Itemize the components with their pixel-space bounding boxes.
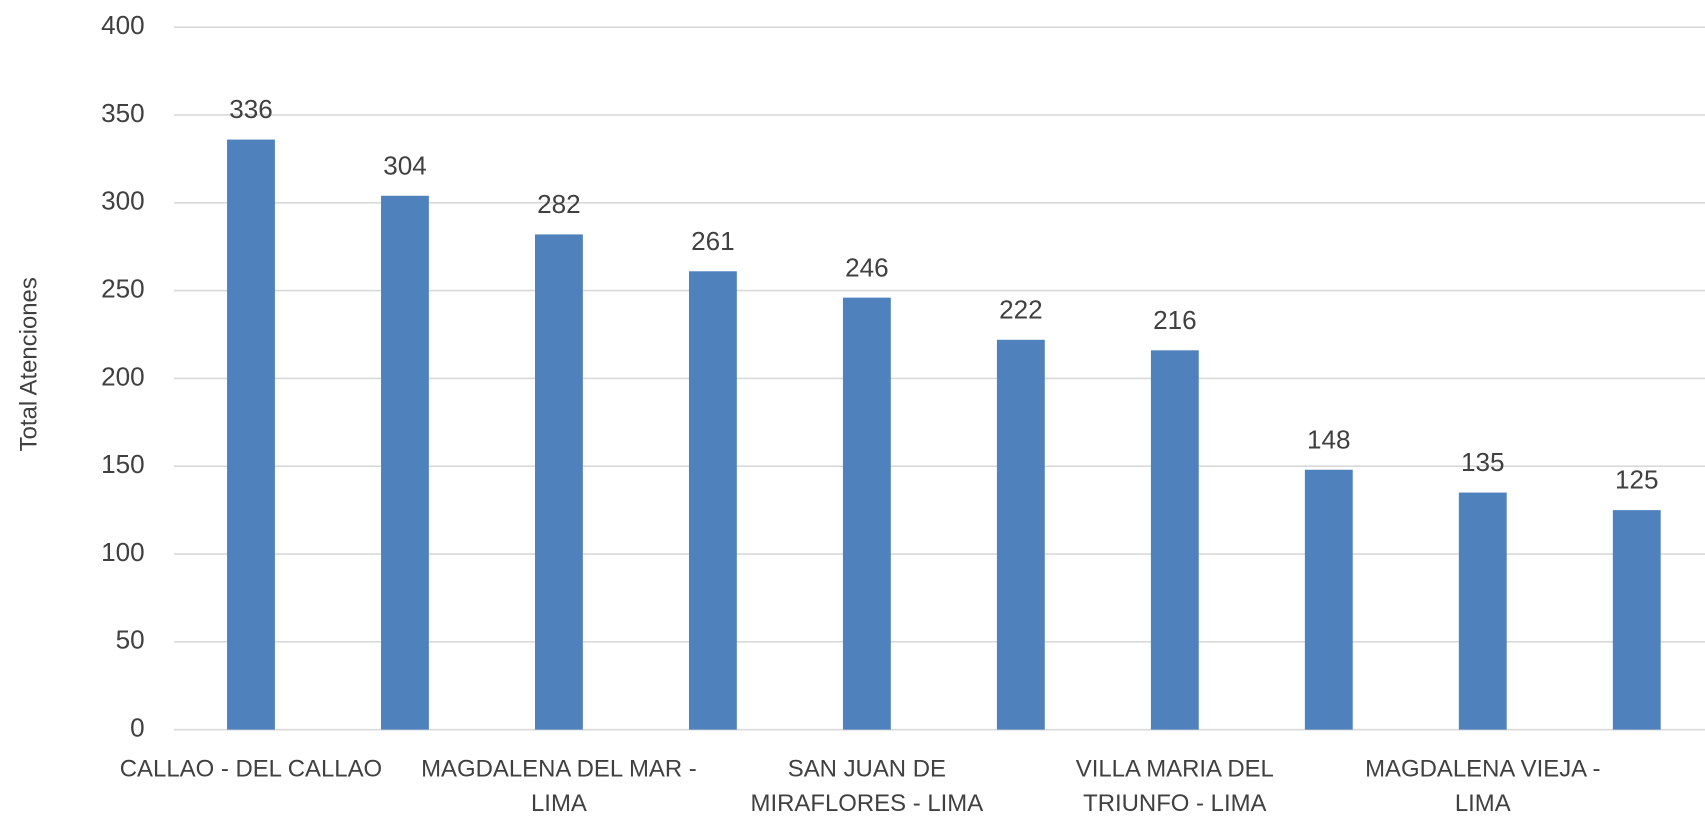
data-label: 336: [229, 94, 273, 124]
bar: [1304, 469, 1353, 730]
data-label: 304: [383, 150, 427, 180]
x-tick-label: MAGDALENA DEL MAR - LIMA: [421, 754, 697, 817]
y-axis-title: Total Atenciones: [16, 277, 43, 451]
bar: [227, 139, 275, 730]
data-label: 222: [999, 294, 1043, 324]
data-label: 125: [1615, 465, 1659, 495]
data-label: 148: [1307, 424, 1351, 454]
y-tick-label: 0: [130, 713, 145, 743]
bar: [688, 271, 737, 730]
y-tick-label: 150: [101, 449, 145, 479]
y-tick-label: 100: [101, 537, 145, 567]
x-tick-label: SAN JUAN DE MIRAFLORES - LIMA: [750, 754, 984, 817]
y-tick-label: 250: [101, 273, 145, 303]
x-tick-label: VILLA MARIA DEL TRIUNFO - LIMA: [1075, 754, 1274, 817]
data-label: 246: [845, 252, 889, 282]
data-label: 282: [537, 189, 581, 219]
x-tick-label: MAGDALENA VIEJA - LIMA: [1365, 754, 1601, 817]
bar: [535, 234, 583, 730]
data-label: 261: [691, 226, 735, 256]
y-tick-label: 50: [116, 625, 145, 655]
bar: [842, 297, 891, 730]
y-tick-label: 400: [101, 10, 145, 40]
data-label: 216: [1153, 305, 1197, 335]
bar: [996, 339, 1045, 730]
bar: [1612, 510, 1661, 730]
bar: [1458, 492, 1507, 730]
y-tick-label: 350: [101, 98, 145, 128]
y-tick-label: 300: [101, 186, 145, 216]
data-label: 135: [1461, 447, 1505, 477]
y-tick-label: 200: [101, 361, 145, 391]
x-tick-label: CALLAO - DEL CALLAO: [119, 754, 383, 782]
bar: [381, 195, 429, 730]
bar: [1150, 350, 1199, 730]
